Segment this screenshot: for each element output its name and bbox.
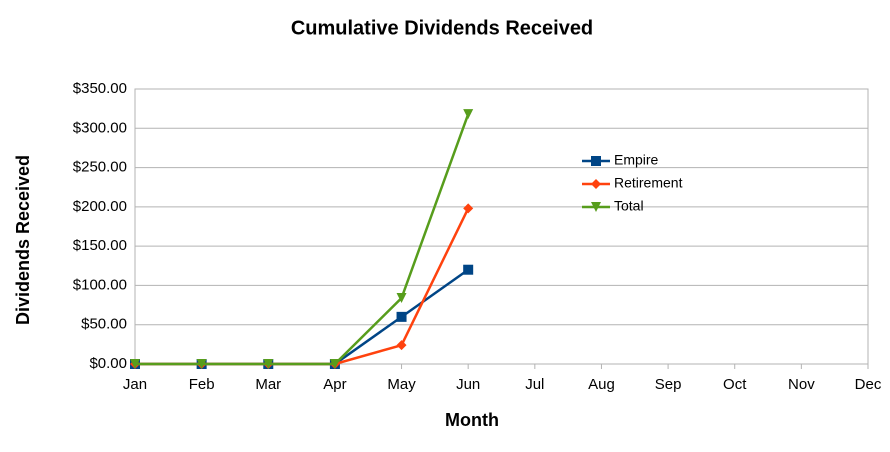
y-tick-label: $350.00 [73,80,127,97]
marker [591,156,601,166]
x-tick-label: Nov [788,376,815,393]
marker [329,359,340,369]
marker [396,311,407,322]
legend-label: Empire [614,152,659,168]
marker [591,202,601,212]
x-tick-label: Feb [189,376,215,393]
series-line [135,113,470,366]
y-tick-label: $0.00 [89,355,127,372]
marker [463,109,474,120]
marker [463,203,474,214]
y-tick-label: $50.00 [81,316,127,333]
x-tick-label: Jan [123,376,147,393]
marker [591,179,601,189]
legend-label: Retirement [614,175,683,191]
marker [463,264,474,275]
marker [396,293,407,303]
y-axis-title: Dividends Received [13,155,33,325]
y-tick-label: $300.00 [73,119,127,136]
legend-label: Total [614,198,644,214]
x-tick-label: Dec [855,376,882,393]
x-tick-label: Mar [255,376,281,393]
x-tick-label: Oct [723,376,747,393]
marker [396,340,407,351]
chart-title: Cumulative Dividends Received [291,17,593,39]
y-tick-label: $200.00 [73,198,127,215]
plot-border [134,88,869,365]
x-tick-label: May [387,376,416,393]
x-tick-label: Aug [588,376,615,393]
y-tick-label: $100.00 [73,276,127,293]
x-axis-title: Month [445,410,499,430]
x-tick-label: Jul [525,376,544,393]
y-tick-label: $250.00 [73,159,127,176]
marker [130,359,140,369]
x-tick-label: Jun [456,376,480,393]
series-line [135,207,470,366]
marker [196,359,207,369]
y-tick-label: $150.00 [73,237,127,254]
marker [263,359,274,369]
x-tick-label: Sep [655,376,682,393]
x-tick-label: Apr [323,376,346,393]
series-line [135,268,469,366]
